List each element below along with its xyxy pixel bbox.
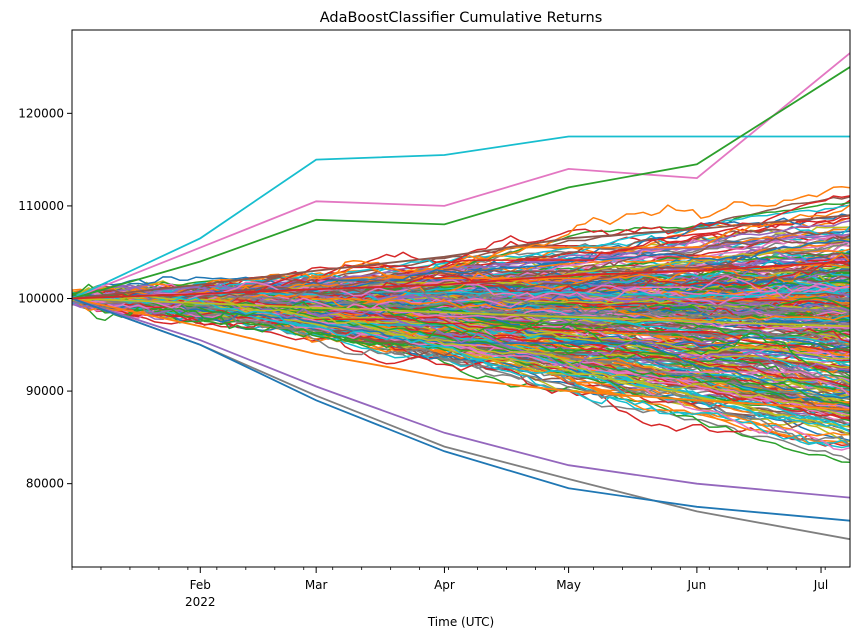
series-line <box>72 293 850 399</box>
x-axis: Feb 2022 Mar Apr May Jun Jul <box>71 567 828 609</box>
series-line <box>72 135 850 300</box>
series-line <box>72 214 850 300</box>
y-tick-label: 80000 <box>26 477 64 491</box>
series-line <box>72 295 850 339</box>
series-line <box>72 279 850 319</box>
chart-title: AdaBoostClassifier Cumulative Returns <box>320 10 603 26</box>
series-line <box>72 260 850 300</box>
series-line <box>72 283 850 380</box>
x-tick-label: May <box>556 578 581 592</box>
y-tick-label: 120000 <box>18 106 64 120</box>
series-line <box>72 297 850 522</box>
series-line <box>72 234 850 304</box>
y-tick-label: 90000 <box>26 384 64 398</box>
series-line <box>72 294 850 433</box>
series-line <box>72 297 850 328</box>
series-line <box>72 238 850 300</box>
x-axis-label: Time (UTC) <box>427 615 494 629</box>
series-line <box>72 293 850 407</box>
series-line <box>72 295 850 417</box>
series-line <box>72 277 850 311</box>
series-line <box>72 195 850 309</box>
x-tick-label: Jul <box>813 578 828 592</box>
y-tick-label: 110000 <box>18 199 64 213</box>
x-tick-label: Jun <box>687 578 707 592</box>
y-tick-label: 100000 <box>18 292 64 306</box>
series-line <box>72 66 850 300</box>
x-tick-label: Apr <box>434 578 455 592</box>
x-tick-label: Mar <box>305 578 328 592</box>
series-line <box>72 297 850 499</box>
series-line <box>72 52 850 300</box>
x-tick-sublabel: 2022 <box>185 595 216 609</box>
plot-area <box>71 29 851 568</box>
x-tick-label: Feb <box>190 578 211 592</box>
series-line <box>72 297 850 411</box>
y-axis: 80000 90000 100000 110000 120000 <box>18 106 72 491</box>
series-lines <box>72 52 850 541</box>
series-line <box>72 233 850 300</box>
